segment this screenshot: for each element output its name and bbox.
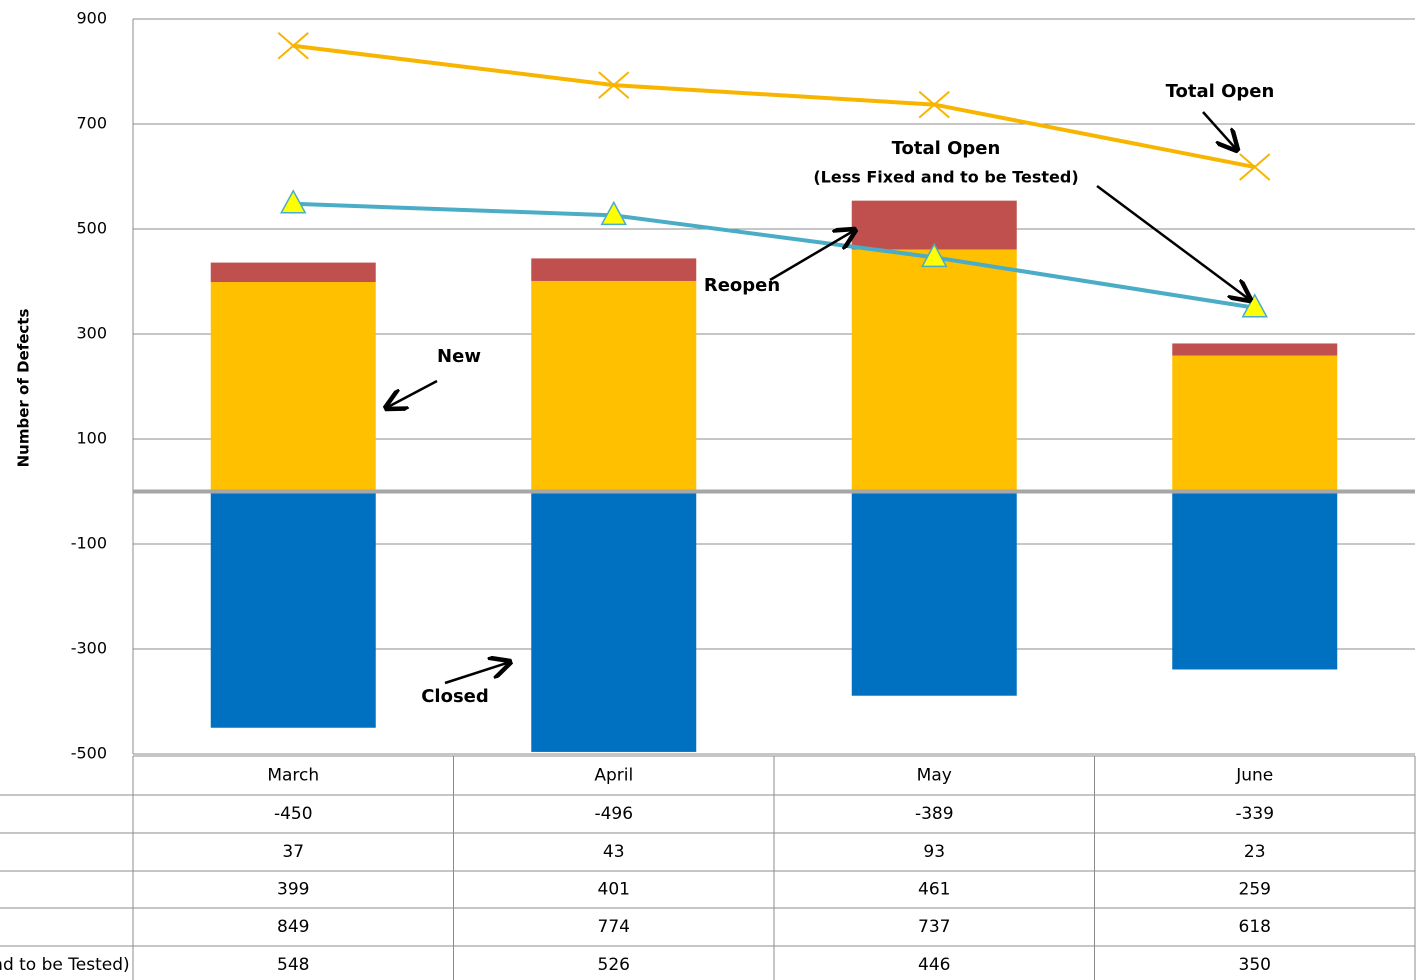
annotation: Reopen — [704, 275, 780, 296]
marker — [279, 189, 307, 214]
bar — [531, 280, 697, 492]
table-cell: -450 — [274, 804, 313, 824]
annotation: Total Open — [892, 138, 1001, 159]
table-cell: -389 — [915, 804, 954, 824]
arrow — [1202, 111, 1237, 150]
table-cell: 93 — [923, 842, 945, 862]
annotation: Closed — [421, 686, 489, 707]
table-cell: -339 — [1235, 804, 1274, 824]
y-tick-label: -500 — [71, 744, 107, 763]
line — [293, 43, 1256, 170]
bar — [851, 200, 1017, 250]
marker — [277, 32, 309, 60]
arrow — [444, 662, 510, 685]
row-label: Total Open (Less Fixed and to be Tested) — [0, 955, 130, 975]
bar — [1172, 491, 1338, 670]
table-cell: 774 — [598, 917, 630, 937]
table-cell: 399 — [277, 880, 309, 900]
marker — [598, 71, 630, 99]
y-tick-label: -300 — [71, 639, 107, 658]
table-cell: 401 — [598, 880, 630, 900]
y-tick-label: 700 — [76, 114, 107, 133]
bar — [851, 249, 1017, 492]
table-cell: -496 — [594, 804, 633, 824]
annotations: Total Open Total Open (Less Fixed and to… — [386, 81, 1274, 707]
table-cell: 43 — [603, 842, 625, 862]
bar — [1172, 355, 1338, 492]
table-cell: 618 — [1239, 917, 1271, 937]
y-tick-label: 500 — [76, 219, 107, 238]
table-cell: 23 — [1244, 842, 1266, 862]
y-tick-label: 900 — [76, 9, 107, 28]
annotation: New — [437, 346, 481, 367]
bar — [210, 282, 376, 492]
y-tick-label: 100 — [76, 429, 107, 448]
marker — [1239, 153, 1271, 181]
y-tick-label: 300 — [76, 324, 107, 343]
bar — [1172, 343, 1338, 356]
table-cell: 259 — [1239, 880, 1271, 900]
arrow — [386, 379, 438, 408]
table-cell: 350 — [1239, 955, 1271, 975]
table-cell: 548 — [277, 955, 309, 975]
line — [293, 201, 1256, 310]
bar — [851, 491, 1017, 696]
x-tick-label: March — [267, 766, 319, 786]
y-axis-label: Number of Defects — [15, 309, 33, 468]
data-table: MarchAprilMayJuneClosed-450-496-389-339R… — [0, 755, 1416, 980]
table-cell: 849 — [277, 917, 309, 937]
x-tick-label: June — [1235, 766, 1273, 786]
marker — [600, 200, 628, 226]
bar — [531, 258, 697, 281]
annotation: Total Open — [1166, 81, 1275, 102]
y-tick-label: -100 — [71, 534, 107, 553]
table-cell: 737 — [918, 917, 950, 937]
annotation: (Less Fixed and to be Tested) — [813, 168, 1078, 187]
table-cell: 461 — [918, 880, 950, 900]
table-cell: 446 — [918, 955, 950, 975]
table-cell: 37 — [282, 842, 304, 862]
table-cell: 526 — [598, 955, 630, 975]
x-tick-label: April — [594, 766, 633, 786]
bar — [210, 262, 376, 283]
marker — [918, 90, 950, 119]
marker — [1241, 293, 1269, 318]
arrow — [769, 230, 855, 282]
x-tick-label: May — [917, 766, 952, 786]
arrow — [1096, 184, 1250, 300]
bar — [210, 491, 376, 728]
marker — [920, 242, 948, 268]
bar — [531, 491, 697, 752]
